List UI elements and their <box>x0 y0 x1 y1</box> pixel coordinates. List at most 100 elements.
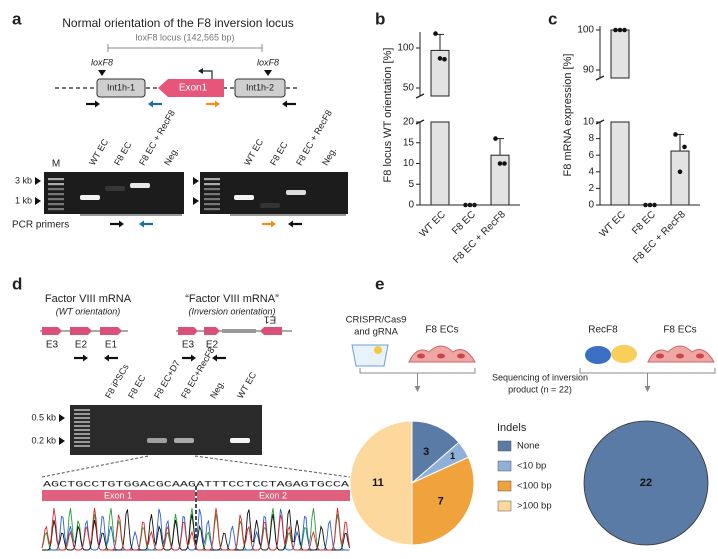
marker-triangle <box>193 177 199 185</box>
primer-arrow <box>104 354 109 362</box>
exon <box>204 327 220 335</box>
exon-label: E1 <box>263 313 276 324</box>
x-tick-label: F8 EC + RecF8 <box>451 209 508 266</box>
marker-triangle <box>59 414 65 422</box>
panel-letter: b <box>375 9 385 28</box>
tube-icon <box>351 344 389 367</box>
lane-label: Neg. <box>208 379 226 400</box>
x-tick-label: F8 EC <box>450 209 478 237</box>
ladder-band <box>204 183 220 186</box>
exon-label: E3 <box>182 340 195 351</box>
bracket-head <box>644 386 651 392</box>
data-point <box>442 56 447 62</box>
nucleus <box>437 353 445 359</box>
ladder-band <box>74 441 90 443</box>
y-tick-label: 100 <box>577 25 594 36</box>
lane-label: F8 EC <box>112 140 134 168</box>
data-point <box>677 169 683 175</box>
element-label: Int1h-1 <box>107 82 135 92</box>
exon <box>178 327 198 335</box>
ladder-band <box>74 421 90 423</box>
pie-slice <box>411 420 460 485</box>
legend-swatch <box>497 500 512 512</box>
gel-band <box>230 438 250 443</box>
primer-arrow <box>148 100 153 108</box>
gel <box>70 405 262 455</box>
lane-label: F8 EC+D7 <box>152 359 182 401</box>
sequence: AGCTGCCTGTGGACGCAAGATTTCCTCCTAGAGTGCCA <box>43 479 350 489</box>
line <box>595 119 605 125</box>
lox-label: loxF8 <box>257 57 279 67</box>
ladder-band <box>74 417 90 419</box>
exon-bar <box>42 490 195 501</box>
bracket <box>359 368 476 388</box>
line <box>415 119 425 125</box>
primer-arrow <box>95 100 100 108</box>
size-label: 3 kb <box>15 175 32 185</box>
x-tick-label: WT EC <box>418 209 448 239</box>
ladder-band <box>204 188 220 191</box>
data-point <box>613 27 618 33</box>
legend-label: None <box>517 441 540 452</box>
label: and gRNA <box>354 327 398 338</box>
size-label: 0.5 kb <box>31 412 56 422</box>
lox-label: loxF8 <box>91 57 113 67</box>
subtitle: (WT orientation) <box>56 306 121 316</box>
marker-triangle <box>35 177 41 185</box>
bracket-head <box>414 386 421 392</box>
legend-swatch <box>497 460 512 472</box>
y-tick-label: 100 <box>397 43 414 54</box>
y-tick-label: 0 <box>588 200 594 211</box>
lane-label: M <box>52 159 60 170</box>
label: F8 ECs <box>663 325 696 336</box>
chromatogram-trace <box>42 509 350 551</box>
title: Factor VIII mRNA <box>45 293 132 305</box>
label: Sequencing of inversion <box>492 372 588 382</box>
bar <box>610 121 630 206</box>
ladder-band <box>48 203 64 206</box>
ladder-band <box>74 413 90 415</box>
lane-label: Neg. <box>320 146 338 167</box>
label: product (n = 22) <box>508 384 572 394</box>
ladder-band <box>74 437 90 439</box>
bar <box>610 29 630 79</box>
legend-label: <10 bp <box>517 461 546 472</box>
primer-arrow <box>119 220 124 228</box>
size-label: 0.2 kb <box>31 435 56 445</box>
locus-label: loxF8 locus (142,565 bp) <box>135 32 234 42</box>
panel-letter: e <box>375 274 384 293</box>
data-point <box>682 144 687 150</box>
x-tick-label: WT EC <box>598 209 628 239</box>
nucleus <box>696 353 704 359</box>
legend-title: Indels <box>497 422 527 434</box>
gel <box>44 172 184 214</box>
lane-label: WT EC <box>87 137 110 167</box>
legend-label: <100 bp <box>517 481 552 492</box>
exon-bar-label: Exon 2 <box>259 490 287 500</box>
pie-slice <box>411 456 475 546</box>
primer-arrow <box>83 354 88 362</box>
y-tick-label: 4 <box>588 166 594 177</box>
y-tick-label: 5 <box>408 179 414 190</box>
data-label: 1 <box>450 451 455 461</box>
data-label: 22 <box>640 477 652 489</box>
marker-triangle <box>264 70 272 76</box>
exon-label: E3 <box>46 340 59 351</box>
intron-box <box>96 78 146 98</box>
marker-triangle <box>98 70 106 76</box>
data-label: 7 <box>438 495 444 507</box>
gel-band <box>286 190 306 195</box>
y-tick-label: 2 <box>588 183 594 194</box>
exon-label: E2 <box>75 340 88 351</box>
marker-triangle <box>193 197 199 205</box>
gel-band <box>234 195 254 200</box>
gel <box>200 172 348 214</box>
y-tick-label: 90 <box>583 65 595 76</box>
panel-title: Normal orientation of the F8 inversion l… <box>62 16 293 30</box>
intron-box <box>234 78 286 98</box>
legend-swatch <box>497 480 512 492</box>
data-point <box>502 161 507 166</box>
exon-bar-label: Exon 1 <box>104 490 132 500</box>
data-point <box>497 161 503 166</box>
